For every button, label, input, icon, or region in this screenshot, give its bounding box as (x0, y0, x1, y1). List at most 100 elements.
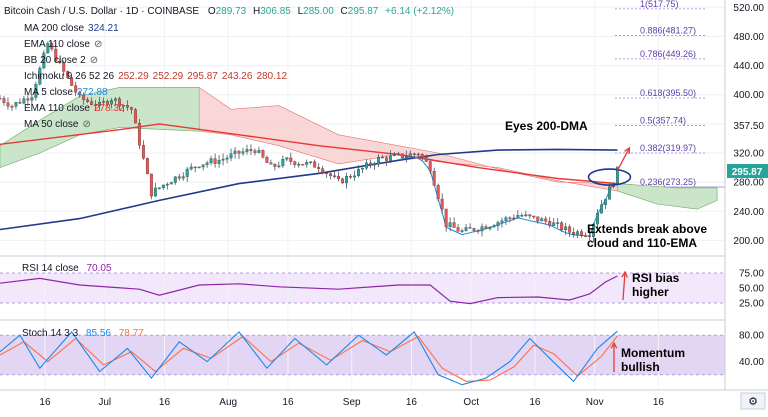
candle-body (189, 166, 193, 170)
candle-body (98, 102, 102, 107)
stoch-k-value: 85.56 (86, 328, 111, 339)
candle-body (520, 215, 524, 217)
candle-body (608, 186, 611, 200)
settings-button[interactable] (740, 392, 766, 410)
gear-icon[interactable]: ⚙ (748, 396, 758, 408)
ichimoku-cloud-bullish (617, 183, 718, 210)
candle-body (110, 100, 113, 105)
stoch-tick-label: 40.00 (739, 357, 764, 368)
candle-body (468, 227, 472, 229)
candle-body (349, 175, 352, 178)
candle-body (317, 167, 321, 169)
candle-body (456, 227, 460, 232)
candle-body (257, 150, 261, 153)
candle-body (460, 230, 464, 232)
indicator-label: EMA 110 close (24, 39, 90, 50)
annotation-rsi-line2: higher (632, 285, 669, 299)
candle-body (261, 150, 265, 158)
candle-body (416, 153, 420, 156)
time-tick-label: Aug (219, 397, 237, 408)
candle-body (532, 215, 536, 218)
time-tick-label: 16 (653, 397, 665, 408)
fib-label: 0.236(273.25) (640, 177, 696, 187)
candle-body (548, 221, 552, 226)
candle-body (309, 161, 313, 163)
candle-body (420, 154, 424, 158)
eye-hidden-icon[interactable]: ⊘ (82, 119, 90, 130)
candle-body (552, 222, 556, 226)
price-tick-label: 480.00 (733, 32, 764, 43)
price-axis[interactable]: 520.00 480.00 440.00 400.00 357.50 320.00 280.… (733, 3, 764, 247)
candle-body (201, 164, 205, 168)
candle-body (265, 157, 269, 163)
time-tick-label: 16 (282, 397, 294, 408)
candle-body (54, 48, 58, 62)
candle-body (30, 97, 34, 101)
candle-body (452, 222, 456, 228)
indicator-value: 252.29 (153, 71, 184, 82)
rsi-tick-label: 75.00 (739, 269, 764, 280)
candle-body (90, 101, 94, 105)
candle-body (376, 156, 380, 165)
candle-body (173, 176, 177, 183)
candle-body (285, 157, 289, 160)
indicator-label: MA 50 close (24, 119, 79, 130)
candle-body (556, 222, 560, 224)
indicator-value: 252.29 (118, 71, 149, 82)
candle-body (22, 98, 26, 104)
time-axis[interactable]: 16 Jul 16 Aug 16 Sep 16 Oct 16 Nov 16 (39, 397, 664, 408)
ohlc-open-key: O (208, 6, 216, 17)
candle-body (141, 145, 145, 159)
candle-body (289, 157, 293, 162)
fib-label: 0.886(481.27) (640, 26, 696, 36)
candle-body (568, 226, 572, 233)
candle-body (149, 173, 153, 197)
candle-body (365, 162, 368, 169)
rsi-tick-label: 25.00 (739, 299, 764, 310)
candle-body (592, 223, 595, 237)
candle-body (357, 168, 360, 177)
candle-body (66, 71, 70, 78)
ohlc-open-value: 289.73 (216, 6, 247, 17)
candle-body (281, 158, 285, 167)
candle-body (392, 154, 396, 156)
candle-body (245, 149, 249, 152)
price-pane[interactable] (0, 0, 725, 256)
candle-body (333, 175, 337, 177)
annotation-extends-line1: Extends break above (587, 222, 707, 236)
stoch-d-value: 78.77 (119, 328, 144, 339)
candle-body (329, 173, 333, 176)
indicator-value: 280.12 (256, 71, 287, 82)
candle-body (472, 228, 476, 231)
eye-hidden-icon[interactable]: ⊘ (90, 55, 98, 66)
candle-body (74, 85, 78, 93)
candle-body (380, 156, 384, 159)
candle-body (62, 62, 66, 72)
candle-body (217, 160, 221, 164)
rsi-line (0, 275, 618, 305)
candle-body (560, 222, 564, 231)
candle-body (524, 214, 528, 217)
rsi-axis: 75.00 50.00 25.00 (739, 269, 764, 310)
fib-label: 0.5(357.74) (640, 116, 686, 126)
eye-hidden-icon[interactable]: ⊘ (94, 39, 102, 50)
candle-body (50, 43, 54, 50)
fib-label: 0.382(319.97) (640, 143, 696, 153)
candle-body (165, 183, 169, 186)
candle-body (118, 98, 121, 107)
indicator-label: MA 5 close (24, 87, 73, 98)
candle-body (408, 153, 412, 157)
stoch-d-line (0, 335, 618, 382)
candle-body (600, 204, 603, 214)
indicator-value: 272.88 (77, 87, 108, 98)
svg-text:Stoch 14 3 3 85.56: Stoch 14 3 3 85.56 78.77 (22, 328, 144, 339)
time-tick-label: Oct (463, 397, 479, 408)
candle-body (213, 158, 217, 164)
candle-body (428, 161, 432, 172)
ohlc-close-value: 295.87 (348, 6, 379, 17)
candle-body (225, 157, 229, 160)
time-tick-label: Nov (586, 397, 604, 408)
price-candles (0, 41, 619, 243)
candle-body (404, 156, 408, 158)
